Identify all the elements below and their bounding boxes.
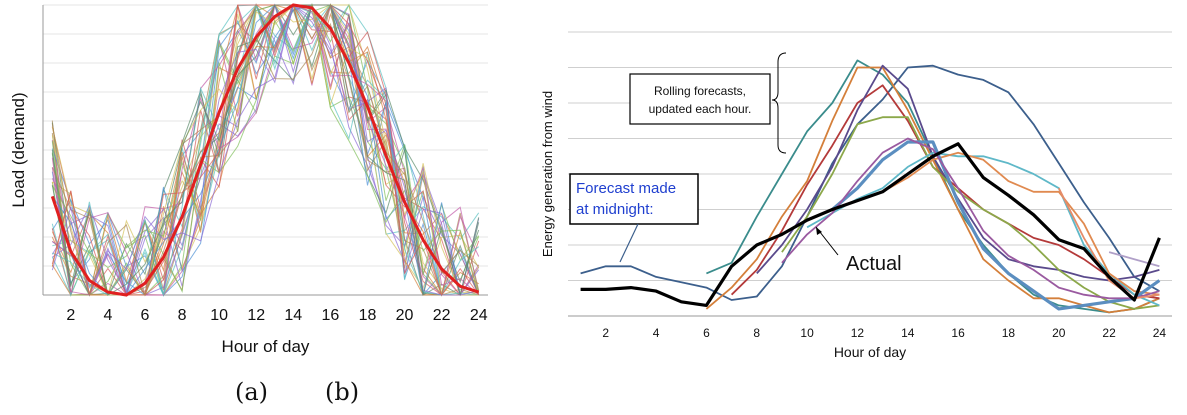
midnight-forecast-pointer xyxy=(619,223,639,263)
forecast-line xyxy=(806,151,1160,307)
x-tick-label-b: 16 xyxy=(951,326,965,340)
x-tick-label-a: 14 xyxy=(284,307,302,324)
x-tick-label-b: 22 xyxy=(1102,326,1116,340)
forecast-line xyxy=(831,140,1161,311)
y-axis-label-b: Energy generation from wind xyxy=(540,91,555,257)
rolling-forecast-label: Rolling forecasts, xyxy=(654,84,746,98)
forecast-line xyxy=(730,84,1160,300)
mean-load-line xyxy=(50,3,480,297)
x-tick-label-b: 8 xyxy=(753,326,760,340)
x-tick-label-b: 12 xyxy=(851,326,865,340)
panel-b-wind-chart: 2 4 6 8 10 12 14 16 18 20 22 24 Hour of day Energy ge… xyxy=(520,0,1187,415)
scenario-line xyxy=(51,4,480,297)
x-axis-label-b: Hour of day xyxy=(834,344,906,360)
x-axis-label-a: Hour of day xyxy=(222,337,310,356)
x-tick-label-a: 2 xyxy=(66,307,75,324)
scenario-line xyxy=(51,4,479,297)
x-tick-label-b: 2 xyxy=(602,326,609,340)
actual-pointer-head xyxy=(816,227,822,235)
scenario-line xyxy=(51,3,480,297)
x-tick-label-a: 22 xyxy=(433,307,451,324)
scenario-line xyxy=(51,4,480,296)
x-tick-label-a: 24 xyxy=(470,307,488,324)
x-tick-label-b: 4 xyxy=(653,326,660,340)
scenario-line xyxy=(51,4,480,297)
midnight-forecast-box xyxy=(569,173,699,225)
x-tick-label-b: 10 xyxy=(800,326,814,340)
panel-a-load-chart: 2 4 6 8 10 12 14 16 18 20 22 24 Hour of day Load (dem… xyxy=(0,0,500,415)
y-axis-label-a: Load (demand) xyxy=(9,92,28,207)
x-tick-label-a: 16 xyxy=(321,307,339,324)
x-tick-label-a: 18 xyxy=(359,307,377,324)
x-tick-label-a: 10 xyxy=(210,307,228,324)
actual-label: Actual xyxy=(846,253,902,275)
actual-line xyxy=(580,142,1161,307)
scenario-line xyxy=(52,3,479,296)
forecast-line xyxy=(781,137,1160,300)
rolling-forecast-label: updated each hour. xyxy=(649,102,752,116)
forecast-line xyxy=(580,64,1160,301)
x-tick-label-a: 6 xyxy=(141,307,150,324)
caption-b: (b) xyxy=(325,378,360,406)
x-tick-label-a: 12 xyxy=(247,307,265,324)
forecast-line xyxy=(781,116,1160,310)
x-tick-label-b: 18 xyxy=(1002,326,1016,340)
midnight-forecast-label: at midnight: xyxy=(576,201,654,218)
x-tick-label-a: 8 xyxy=(178,307,187,324)
scenario-line xyxy=(51,4,479,296)
scenario-line xyxy=(51,4,480,297)
caption-a: (a) xyxy=(235,378,269,406)
rolling-forecast-box xyxy=(629,73,771,125)
x-tick-label-b: 20 xyxy=(1052,326,1066,340)
midnight-forecast-label: Forecast made xyxy=(576,180,676,197)
x-tick-label-a: 20 xyxy=(396,307,414,324)
forecast-line xyxy=(1057,187,1160,300)
scenario-line xyxy=(51,3,480,296)
x-tick-label-b: 14 xyxy=(901,326,915,340)
forecast-line xyxy=(882,151,1160,296)
x-tick-label-a: 4 xyxy=(103,307,112,324)
x-tick-label-b: 6 xyxy=(703,326,710,340)
scenario-line xyxy=(51,4,479,297)
forecast-line xyxy=(1108,251,1160,268)
forecast-line xyxy=(756,64,1160,282)
x-tick-label-b: 24 xyxy=(1153,326,1167,340)
rolling-forecast-brace xyxy=(771,52,787,154)
